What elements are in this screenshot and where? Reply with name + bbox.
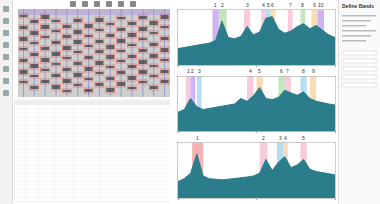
svg-text:6: 6 bbox=[271, 2, 274, 8]
svg-text:5: 5 bbox=[258, 68, 261, 74]
svg-text:9: 9 bbox=[313, 2, 316, 8]
svg-text:10: 10 bbox=[318, 2, 324, 8]
svg-text:8: 8 bbox=[302, 68, 305, 74]
svg-text:7: 7 bbox=[289, 2, 292, 8]
svg-text:6: 6 bbox=[280, 68, 283, 74]
svg-text:4: 4 bbox=[262, 2, 265, 8]
svg-text:3: 3 bbox=[198, 68, 201, 74]
svg-text:5: 5 bbox=[267, 2, 270, 8]
svg-text:1: 1 bbox=[187, 68, 190, 74]
svg-text:9: 9 bbox=[312, 68, 315, 74]
svg-text:3: 3 bbox=[279, 135, 282, 141]
svg-text:4: 4 bbox=[284, 135, 287, 141]
html-text:Define Bands: Define Bands bbox=[342, 3, 374, 9]
svg-text:2: 2 bbox=[221, 2, 224, 8]
svg-text:7: 7 bbox=[286, 68, 289, 74]
svg-text:2: 2 bbox=[191, 68, 194, 74]
svg-text:1: 1 bbox=[196, 135, 199, 141]
svg-text:3: 3 bbox=[246, 2, 249, 8]
svg-text:8: 8 bbox=[301, 2, 304, 8]
svg-text:1: 1 bbox=[214, 2, 217, 8]
svg-text:2: 2 bbox=[262, 135, 265, 141]
svg-text:5: 5 bbox=[302, 135, 305, 141]
svg-text:4: 4 bbox=[249, 68, 252, 74]
